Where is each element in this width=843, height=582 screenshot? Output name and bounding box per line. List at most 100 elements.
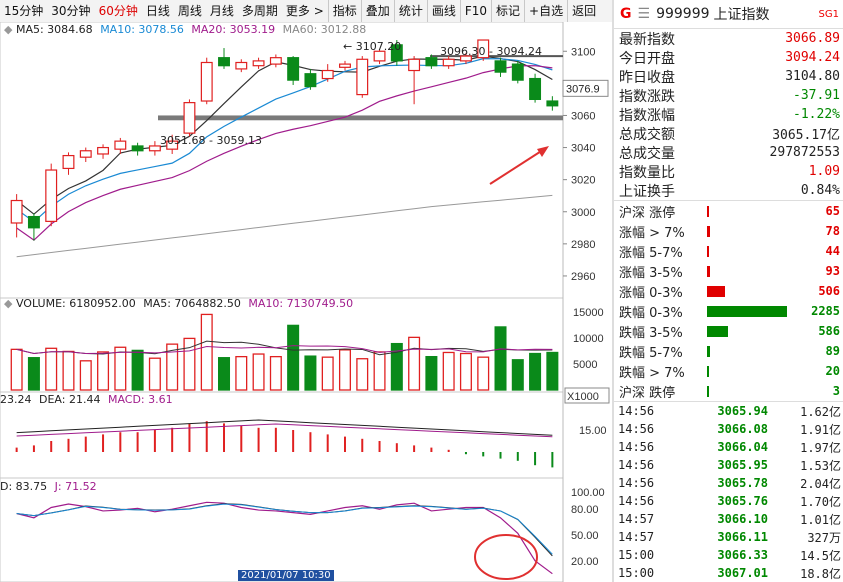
candle-body — [442, 58, 455, 67]
quote-value: 3104.80 — [785, 69, 840, 84]
breadth-row: 涨幅 3-5% 93 — [614, 261, 843, 281]
price-tick-label: 3000 — [571, 207, 595, 219]
breadth-row: 跌幅 0-3% 2285 — [614, 301, 843, 321]
volume-bar — [338, 349, 351, 391]
breadth-row: 涨幅 5-7% 44 — [614, 241, 843, 261]
add-watchlist-button[interactable]: +自选 — [524, 0, 567, 22]
breadth-row: 跌幅 > 7% 20 — [614, 361, 843, 381]
chart-area[interactable]: 310030803060304030203000298029603076.915… — [0, 22, 612, 582]
tab-15min[interactable]: 15分钟 — [4, 4, 44, 18]
volume-bar — [287, 324, 300, 391]
ma-legend: ◆ MA5: 3084.68 MA10: 3078.56 MA20: 3053.… — [4, 23, 366, 36]
volume-bar — [356, 358, 369, 391]
volume-bar — [131, 349, 144, 391]
high-value: 3107.20 — [355, 40, 402, 53]
high-annotation: ← 3107.20 — [343, 40, 402, 53]
volume-bar — [148, 357, 161, 391]
dea-line — [16, 423, 553, 438]
candle-body — [373, 50, 386, 62]
quote-label: 总成交额 — [619, 126, 675, 143]
tick-row: 15:00 3067.01 18.8亿 — [614, 564, 843, 582]
back-button[interactable]: 返回 — [567, 0, 600, 22]
breadth-label: 涨幅 3-5% — [619, 265, 683, 281]
volume-bar — [79, 360, 92, 391]
mark-button[interactable]: 标记 — [491, 0, 524, 22]
volume-legend-dot: ◆ — [4, 297, 16, 310]
tick-row: 14:56 3065.76 1.70亿 — [614, 492, 843, 510]
tick-row: 14:57 3066.11 327万 — [614, 528, 843, 546]
volume-bar — [459, 352, 472, 391]
candle-body — [494, 60, 507, 73]
symbol-code: 999999 — [656, 6, 710, 22]
dif-line — [16, 419, 553, 436]
tick-time: 15:00 — [618, 548, 655, 562]
tab-30min[interactable]: 30分钟 — [51, 4, 91, 18]
crosshair-date-label: 2021/01/07 10:30 — [238, 570, 334, 581]
quote-value: 297872553 — [769, 145, 840, 160]
candle-body — [235, 61, 248, 70]
tab-monthly[interactable]: 月线 — [209, 4, 234, 18]
quote-row: 指数涨跌 -37.91 — [614, 86, 843, 105]
macd-legend: 23.24 DEA: 21.44 MACD: 3.61 — [0, 393, 173, 406]
volume-bar — [477, 356, 490, 391]
quote-row: 总成交量 297872553 — [614, 143, 843, 162]
quote-label: 今日开盘 — [619, 50, 675, 67]
tick-amount: 1.01亿 — [800, 512, 841, 527]
overlay-button[interactable]: 叠加 — [360, 0, 394, 22]
volume-ma5-label: MA5: 7064882.50 — [143, 297, 241, 310]
tick-time: 14:57 — [618, 530, 655, 544]
volume-bar — [183, 337, 196, 391]
tab-weekly[interactable]: 周线 — [177, 4, 202, 18]
indicator-button[interactable]: 指标 — [327, 0, 361, 22]
draw-line-button[interactable]: 画线 — [426, 0, 460, 22]
quote-label: 指数涨跌 — [619, 88, 675, 105]
macd-label: MACD: 3.61 — [107, 393, 173, 406]
tick-time: 15:00 — [618, 566, 655, 580]
candle-body — [529, 77, 542, 101]
breadth-bar — [707, 305, 792, 317]
volume-bar — [425, 355, 438, 391]
stats-button[interactable]: 统计 — [393, 0, 427, 22]
f10-button[interactable]: F10 — [459, 0, 491, 22]
tick-amount: 1.91亿 — [800, 422, 841, 437]
candle-body — [287, 57, 300, 81]
tab-more[interactable]: 更多 > — [285, 4, 324, 18]
breadth-label: 跌幅 0-3% — [619, 305, 683, 321]
period-toolbar: 15分钟 30分钟 60分钟 日线 周线 月线 多周期 更多 > 指标 叠加 统… — [0, 0, 612, 23]
volume-bar — [97, 351, 110, 391]
tick-amount: 2.04亿 — [800, 476, 841, 491]
volume-bar — [390, 342, 403, 391]
breadth-list: 沪深 涨停 65 涨幅 > 7% 78 涨幅 5-7% 44 涨幅 3-5% 93 涨幅… — [614, 200, 843, 401]
volume-bar — [235, 355, 248, 391]
tick-row: 14:56 3065.78 2.04亿 — [614, 474, 843, 492]
breadth-bar — [707, 225, 792, 237]
price-tick-label: 3020 — [571, 175, 595, 187]
tick-row: 14:56 3066.08 1.91亿 — [614, 420, 843, 438]
tab-60min[interactable]: 60分钟 — [98, 4, 138, 18]
breadth-label: 跌幅 3-5% — [619, 325, 683, 341]
tick-row: 14:57 3066.10 1.01亿 — [614, 510, 843, 528]
tick-price: 3066.33 — [717, 548, 768, 562]
candle-body — [114, 140, 127, 150]
circle-annotation-icon — [474, 534, 538, 580]
quote-value: 3094.24 — [785, 50, 840, 65]
volume-bar — [373, 351, 386, 391]
candle-body — [321, 69, 334, 80]
candle-body — [269, 57, 282, 65]
tab-multi-period[interactable]: 多周期 — [241, 4, 278, 18]
candle-body — [27, 215, 40, 229]
ma60-line — [16, 194, 553, 258]
menu-icon[interactable]: ☰ — [637, 6, 651, 22]
candle-body — [511, 63, 524, 81]
breadth-value: 506 — [818, 284, 840, 298]
quote-label: 昨日收盘 — [619, 69, 675, 86]
tab-daily[interactable]: 日线 — [145, 4, 170, 18]
volume-legend: ◆ VOLUME: 6180952.00 MA5: 7064882.50 MA1… — [4, 297, 353, 310]
current-price-label: 3076.9 — [566, 83, 600, 95]
breadth-value: 586 — [818, 324, 840, 338]
volume-bar — [269, 355, 282, 391]
quote-value: 3065.17亿 — [772, 128, 840, 143]
quote-value: -37.91 — [793, 88, 840, 103]
tick-row: 14:56 3065.95 1.53亿 — [614, 456, 843, 474]
volume-bar — [321, 356, 334, 391]
